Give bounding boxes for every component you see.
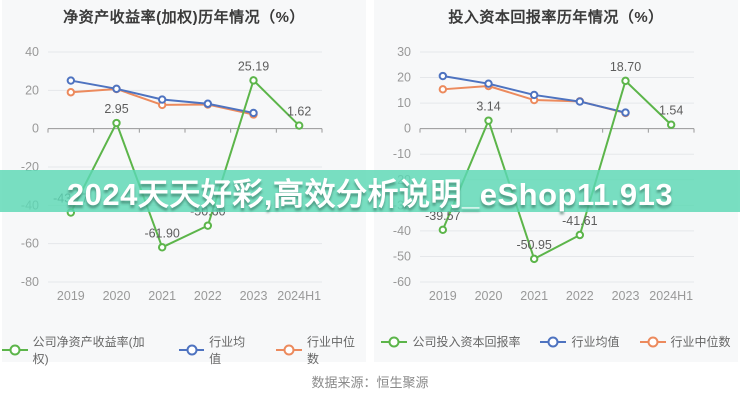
- roic-legend: 公司投入资本回报率 行业均值 行业中位数: [374, 333, 738, 350]
- y-tick-label: 20: [25, 83, 39, 97]
- legend-label: 行业均值: [571, 335, 620, 349]
- promo-banner-overlay[interactable]: 2024天天好彩,高效分析说明_eShop11.913: [0, 170, 740, 212]
- data-point-label: 18.70: [610, 60, 641, 74]
- y-tick-label: -40: [393, 224, 411, 238]
- y-tick-label: -80: [21, 275, 39, 289]
- y-tick-label: 20: [397, 71, 411, 85]
- data-point-label: 1.62: [287, 105, 311, 119]
- y-tick-label: -60: [393, 275, 411, 289]
- y-tick-label: 30: [397, 45, 411, 59]
- data-source-text: 数据来源：恒生聚源: [311, 375, 429, 390]
- x-tick-label: 2023: [240, 289, 268, 303]
- y-tick-label: 40: [25, 45, 39, 59]
- data-point-label: 1.54: [659, 104, 683, 118]
- x-tick-label: 2019: [429, 289, 457, 303]
- legend-marker-icon: [540, 336, 567, 347]
- y-tick-label: -50: [393, 249, 411, 263]
- data-point-label: -50.95: [516, 238, 551, 252]
- x-tick-label: 2021: [148, 289, 176, 303]
- x-tick-label: 2022: [566, 289, 594, 303]
- y-tick-label: 10: [397, 96, 411, 110]
- data-point-label: 25.19: [238, 59, 269, 73]
- legend-marker-icon: [276, 344, 302, 356]
- x-tick-label: 2024H1: [277, 289, 321, 303]
- x-tick-label: 2021: [520, 289, 548, 303]
- data-point-label: -61.90: [144, 226, 179, 240]
- legend-item[interactable]: 行业中位数: [276, 333, 366, 367]
- y-tick-label: 0: [404, 122, 411, 136]
- legend-marker-icon: [178, 344, 205, 356]
- legend-item[interactable]: 行业中位数: [639, 333, 731, 350]
- legend-item[interactable]: 行业均值: [540, 333, 620, 350]
- legend-label: 行业中位数: [670, 335, 731, 349]
- legend-label: 公司投入资本回报率: [412, 335, 521, 349]
- x-tick-label: 2023: [612, 289, 640, 303]
- data-point-label: 3.14: [476, 100, 500, 114]
- x-tick-label: 2022: [194, 289, 222, 303]
- data-point-label: -39.57: [425, 209, 460, 223]
- promo-banner-text: 2024天天好彩,高效分析说明_eShop11.913: [66, 176, 674, 212]
- legend-marker-icon: [639, 336, 666, 347]
- chart-title-roe: 净资产收益率(加权)历年情况（%）: [63, 9, 305, 26]
- y-tick-label: 0: [32, 122, 39, 136]
- legend-item[interactable]: 行业均值: [178, 333, 257, 367]
- y-tick-label: -10: [393, 147, 411, 161]
- legend-label: 公司净资产收益率(加权): [32, 335, 145, 366]
- data-point-label: -41.61: [562, 214, 597, 228]
- legend-item[interactable]: 公司净资产收益率(加权): [2, 333, 159, 367]
- roe-legend: 公司净资产收益率(加权) 行业均值 行业中位数: [2, 333, 366, 367]
- x-tick-label: 2020: [103, 289, 131, 303]
- legend-label: 行业中位数: [306, 335, 355, 366]
- x-tick-label: 2020: [475, 289, 503, 303]
- x-tick-label: 2019: [57, 289, 85, 303]
- legend-item[interactable]: 公司投入资本回报率: [381, 333, 520, 350]
- legend-marker-icon: [2, 344, 28, 356]
- y-tick-label: -60: [21, 237, 39, 251]
- legend-marker-icon: [381, 336, 408, 347]
- x-tick-label: 2024H1: [649, 289, 693, 303]
- data-point-label: 2.95: [104, 102, 128, 116]
- legend-label: 行业均值: [209, 335, 246, 366]
- chart-title-roic: 投入资本回报率历年情况（%）: [448, 9, 664, 26]
